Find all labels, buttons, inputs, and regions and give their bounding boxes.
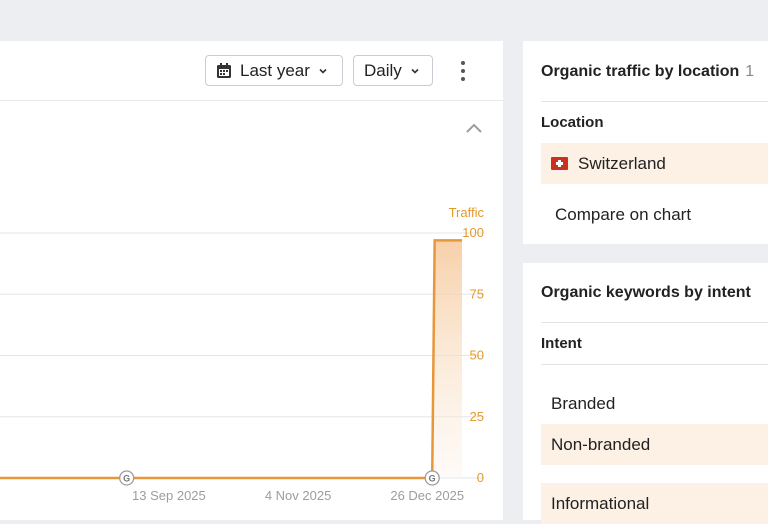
period-dropdown[interactable]: Last year bbox=[205, 55, 343, 86]
x-tick-label: 26 Dec 2025 bbox=[390, 488, 464, 503]
dot-icon bbox=[461, 69, 465, 73]
location-count: 1 bbox=[745, 63, 755, 80]
divider bbox=[541, 322, 768, 323]
intent-card-title: Organic keywords by intent bbox=[541, 284, 751, 301]
location-card-title-text: Organic traffic by location bbox=[541, 63, 740, 80]
dot-icon bbox=[461, 77, 465, 81]
y-axis-title: Traffic bbox=[449, 205, 485, 220]
divider bbox=[541, 364, 768, 365]
svg-text:G: G bbox=[429, 474, 436, 484]
svg-text:G: G bbox=[123, 474, 130, 484]
intent-label: Informational bbox=[551, 493, 650, 513]
intent-column-header: Intent bbox=[541, 335, 582, 352]
interval-label: Daily bbox=[364, 60, 402, 80]
location-card-title: Organic traffic by location 1 bbox=[541, 63, 754, 81]
swiss-flag-icon bbox=[551, 157, 568, 170]
dot-icon bbox=[461, 61, 465, 65]
y-tick-label: 100 bbox=[462, 225, 484, 240]
chevron-down-icon bbox=[319, 68, 327, 74]
intent-row-non-branded[interactable]: Non-branded bbox=[541, 424, 768, 465]
location-name: Switzerland bbox=[578, 153, 666, 173]
chevron-down-icon bbox=[411, 68, 419, 74]
y-tick-label: 25 bbox=[470, 409, 484, 424]
traffic-line bbox=[0, 239, 462, 480]
intent-row-branded[interactable]: Branded bbox=[541, 383, 768, 424]
location-column-header: Location bbox=[541, 114, 604, 131]
period-label: Last year bbox=[240, 60, 310, 80]
x-tick-label: 13 Sep 2025 bbox=[132, 488, 206, 503]
google-update-marker[interactable]: G bbox=[119, 470, 135, 486]
x-tick-label: 4 Nov 2025 bbox=[265, 488, 332, 503]
compare-on-chart-link[interactable]: Compare on chart bbox=[555, 205, 692, 224]
y-tick-label: 0 bbox=[477, 470, 484, 485]
toolbar-divider bbox=[0, 100, 503, 101]
more-options-button[interactable] bbox=[452, 59, 474, 83]
divider bbox=[541, 101, 768, 102]
intent-row-informational[interactable]: Informational bbox=[541, 483, 768, 524]
chevron-up-icon[interactable] bbox=[464, 121, 484, 137]
calendar-icon bbox=[217, 62, 231, 78]
traffic-chart: Traffic G G 100 75 50 25 0 13 Sep 2025 4 Nov 2… bbox=[0, 205, 485, 503]
traffic-area bbox=[0, 240, 462, 478]
interval-dropdown[interactable]: Daily bbox=[353, 55, 433, 86]
location-card: Organic traffic by location 1 Location Sw… bbox=[523, 41, 768, 244]
intent-label: Branded bbox=[551, 393, 616, 413]
intent-card: Organic keywords by intent Intent Brande… bbox=[523, 263, 768, 524]
traffic-chart-card: Last year Daily Traffic G G 100 75 50 25 0 13… bbox=[0, 41, 503, 520]
y-tick-label: 50 bbox=[470, 348, 484, 363]
y-tick-label: 75 bbox=[470, 286, 484, 301]
location-row-switzerland[interactable]: Switzerland bbox=[541, 143, 768, 184]
google-update-marker[interactable]: G bbox=[424, 470, 440, 486]
intent-label: Non-branded bbox=[551, 434, 651, 454]
